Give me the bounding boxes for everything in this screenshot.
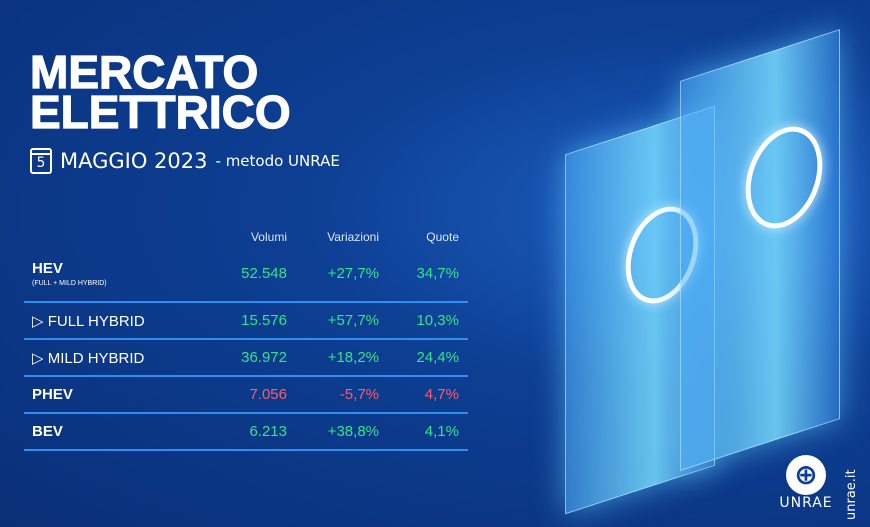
- table-header: Volumi Variazioni Quote: [24, 228, 468, 246]
- table-row-full-hybrid: ▷ FULL HYBRID 15.576 +57,7% 10,3%: [24, 303, 468, 340]
- row-label: PHEV: [32, 386, 73, 403]
- row-label: BEV: [32, 423, 63, 440]
- period: MAGGIO 2023: [60, 149, 208, 173]
- volumi: 15.576: [241, 312, 287, 329]
- quote: 10,3%: [416, 312, 459, 329]
- unrae-logo: ⊕ UNRAE: [776, 455, 836, 511]
- quote: 24,4%: [416, 349, 459, 366]
- quote: 4,7%: [424, 386, 459, 403]
- variazioni: +57,7%: [327, 312, 379, 329]
- volumi: 36.972: [241, 349, 287, 366]
- calendar-icon: 5: [30, 148, 52, 174]
- header-quote: Quote: [426, 230, 459, 244]
- table-row-phev: PHEV 7.056 -5,7% 4,7%: [24, 377, 468, 414]
- table-row-hev: HEV (FULL + MILD HYBRID) 52.548 +27,7% 34…: [24, 246, 468, 303]
- row-label: ▷ FULL HYBRID: [32, 312, 145, 330]
- variazioni: -5,7%: [339, 386, 379, 403]
- row-sublabel: (FULL + MILD HYBRID): [32, 280, 107, 287]
- page-title: MERCATO ELETTRICO: [29, 46, 291, 138]
- fuel-pillar: [680, 29, 840, 471]
- quote: 34,7%: [416, 265, 459, 282]
- variazioni: +27,7%: [327, 265, 379, 282]
- row-label: ▷ MILD HYBRID: [32, 349, 145, 367]
- table-row-mild-hybrid: ▷ MILD HYBRID 36.972 +18,2% 24,4%: [24, 340, 468, 377]
- market-table: Volumi Variazioni Quote HEV (FULL + MILD …: [24, 228, 468, 451]
- table-row-bev: BEV 6.213 +38,8% 4,1%: [24, 414, 468, 451]
- volumi: 7.056: [249, 386, 287, 403]
- volumi: 52.548: [241, 265, 287, 282]
- quote: 4,1%: [424, 423, 459, 440]
- method: - metodo UNRAE: [215, 152, 340, 170]
- header-volumi: Volumi: [250, 230, 287, 244]
- subtitle: 5 MAGGIO 2023 - metodo UNRAE: [30, 148, 340, 174]
- header-variazioni: Variazioni: [327, 230, 379, 244]
- website-url[interactable]: unrae.it: [844, 469, 859, 520]
- row-label: HEV: [32, 260, 63, 277]
- variazioni: +38,8%: [327, 423, 379, 440]
- volumi: 6.213: [249, 423, 287, 440]
- globe-icon: ⊕: [786, 455, 826, 495]
- variazioni: +18,2%: [327, 349, 379, 366]
